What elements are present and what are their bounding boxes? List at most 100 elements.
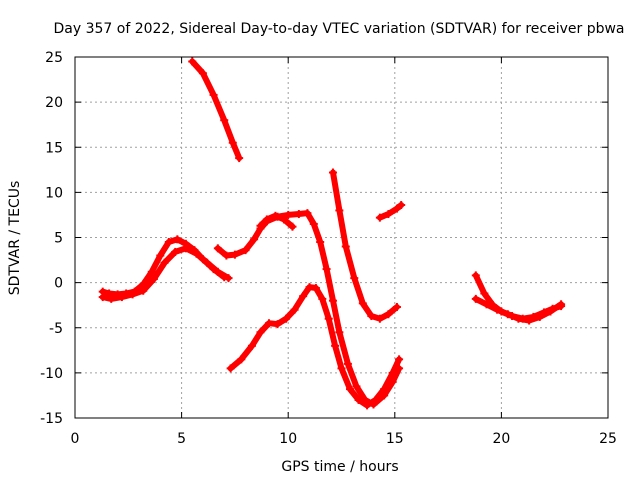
x-tick-label: 10 — [279, 431, 297, 447]
data-point — [226, 364, 235, 373]
data-point — [535, 312, 544, 321]
data-point — [471, 271, 480, 280]
data-point — [367, 312, 376, 321]
data-point — [228, 138, 237, 147]
y-tick-label: 5 — [54, 231, 63, 247]
data-point — [209, 90, 218, 99]
data-point — [173, 235, 182, 244]
data-point — [316, 238, 325, 247]
data-point — [241, 246, 250, 255]
data-point — [354, 395, 363, 404]
data-point — [557, 300, 566, 309]
data-point — [271, 211, 280, 220]
data-point — [311, 284, 320, 293]
data-point — [247, 341, 256, 350]
data-point — [395, 355, 404, 364]
data-point — [352, 382, 361, 391]
data-point — [284, 210, 293, 219]
data-point — [273, 320, 282, 329]
data-point — [139, 286, 148, 295]
data-point — [192, 249, 201, 258]
data-point — [290, 305, 299, 314]
data-point — [213, 267, 222, 276]
data-point — [322, 265, 331, 274]
x-tick-label: 15 — [386, 431, 404, 447]
data-point — [224, 274, 233, 283]
data-point — [350, 274, 359, 283]
data-point — [279, 215, 288, 224]
data-point — [397, 201, 406, 210]
data-point — [335, 328, 344, 337]
data-point — [335, 206, 344, 215]
data-point — [337, 364, 346, 373]
data-point — [480, 289, 489, 298]
data-point — [346, 385, 355, 394]
series-arc-c — [189, 58, 243, 162]
data-point — [160, 258, 169, 267]
data-point — [380, 385, 389, 394]
data-point — [324, 314, 333, 323]
y-tick-label: -10 — [40, 366, 63, 382]
data-point — [237, 355, 246, 364]
data-point — [343, 359, 352, 368]
data-point — [299, 292, 308, 301]
x-tick-label: 0 — [71, 431, 80, 447]
y-axis-label: SDTVAR / TECUs — [7, 181, 23, 296]
chart-title: Day 357 of 2022, Sidereal Day-to-day VTE… — [53, 21, 624, 37]
y-tick-label: -5 — [49, 321, 63, 337]
y-tick-label: 25 — [45, 50, 63, 66]
y-tick-label: 10 — [45, 185, 63, 201]
data-point — [117, 293, 126, 302]
data-point — [392, 302, 401, 311]
data-point — [220, 116, 229, 125]
series-arc-e — [227, 284, 403, 409]
data-point — [471, 294, 480, 303]
data-point — [235, 154, 244, 163]
data-point — [525, 316, 534, 325]
data-point — [309, 219, 318, 228]
data-point — [188, 57, 197, 66]
data-point — [128, 290, 137, 299]
y-tick-label: 0 — [54, 276, 63, 292]
data-point — [493, 305, 502, 314]
data-point — [363, 401, 372, 410]
series-arc-d — [214, 210, 403, 408]
data-point — [149, 275, 158, 284]
y-tick-label: 15 — [45, 140, 63, 156]
x-tick-label: 25 — [599, 431, 617, 447]
data-point — [164, 238, 173, 247]
data-point — [503, 310, 512, 319]
data-point — [341, 242, 350, 251]
data-point — [392, 204, 401, 213]
data-point — [375, 213, 384, 222]
x-tick-label: 20 — [492, 431, 510, 447]
data-point — [514, 314, 523, 323]
data-point — [171, 247, 180, 256]
data-point — [203, 258, 212, 267]
y-tick-label: 20 — [45, 95, 63, 111]
data-point — [482, 300, 491, 309]
data-point — [384, 310, 393, 319]
data-point — [546, 307, 555, 316]
data-point — [256, 221, 265, 230]
data-point — [331, 341, 340, 350]
data-point — [181, 244, 190, 253]
data-point — [262, 215, 271, 224]
data-point — [371, 395, 380, 404]
data-point — [107, 294, 116, 303]
data-point — [198, 69, 207, 78]
series-arc-h — [376, 202, 405, 221]
data-point — [230, 250, 239, 259]
data-point — [288, 222, 297, 231]
data-point — [358, 299, 367, 308]
data-point — [98, 293, 107, 302]
data-point — [222, 251, 231, 260]
x-axis-label: GPS time / hours — [281, 459, 398, 475]
data-point — [294, 210, 303, 219]
data-point — [213, 244, 222, 253]
x-tick-label: 5 — [177, 431, 186, 447]
data-point — [303, 209, 312, 218]
data-point — [318, 294, 327, 303]
data-point — [265, 319, 274, 328]
